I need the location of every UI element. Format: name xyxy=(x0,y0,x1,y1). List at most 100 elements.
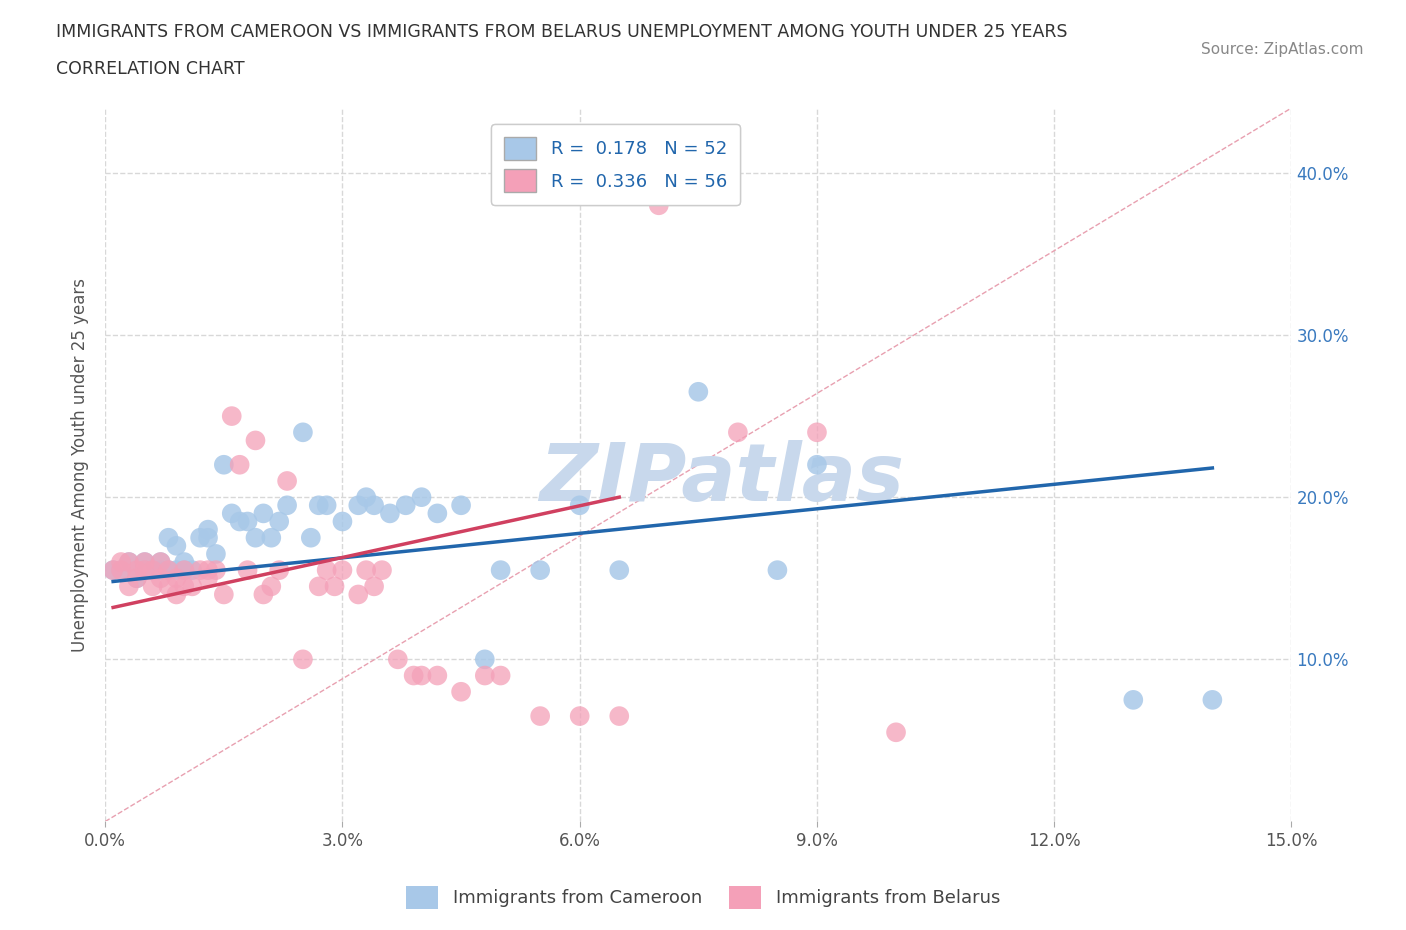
Point xyxy=(197,522,219,537)
Point xyxy=(165,587,187,602)
Text: Source: ZipAtlas.com: Source: ZipAtlas.com xyxy=(1201,42,1364,57)
Point xyxy=(110,563,132,578)
Point xyxy=(134,554,156,569)
Point xyxy=(252,506,274,521)
Point xyxy=(173,563,195,578)
Point xyxy=(110,554,132,569)
Point xyxy=(260,530,283,545)
Point xyxy=(101,563,124,578)
Point xyxy=(221,506,243,521)
Point xyxy=(727,425,749,440)
Point xyxy=(188,563,211,578)
Point xyxy=(157,530,180,545)
Point xyxy=(411,668,433,683)
Point xyxy=(197,530,219,545)
Point xyxy=(149,571,172,586)
Point xyxy=(474,668,496,683)
Point xyxy=(125,571,148,586)
Point xyxy=(332,563,354,578)
Legend: R =  0.178   N = 52, R =  0.336   N = 56: R = 0.178 N = 52, R = 0.336 N = 56 xyxy=(491,125,740,205)
Point xyxy=(236,514,259,529)
Point xyxy=(245,433,267,448)
Point xyxy=(157,563,180,578)
Point xyxy=(101,563,124,578)
Point xyxy=(347,587,370,602)
Point xyxy=(450,684,472,699)
Text: CORRELATION CHART: CORRELATION CHART xyxy=(56,60,245,78)
Point xyxy=(173,578,195,593)
Point xyxy=(212,587,235,602)
Point xyxy=(157,578,180,593)
Point xyxy=(315,498,337,512)
Point xyxy=(371,563,394,578)
Point xyxy=(489,668,512,683)
Point xyxy=(134,563,156,578)
Point xyxy=(354,563,377,578)
Point xyxy=(212,458,235,472)
Point xyxy=(568,709,591,724)
Point xyxy=(165,571,187,586)
Point xyxy=(363,578,385,593)
Point xyxy=(806,458,828,472)
Point xyxy=(426,668,449,683)
Point xyxy=(426,506,449,521)
Point xyxy=(134,563,156,578)
Point xyxy=(291,425,314,440)
Point xyxy=(766,563,789,578)
Point xyxy=(205,563,228,578)
Point xyxy=(402,668,425,683)
Point xyxy=(276,498,298,512)
Point xyxy=(245,530,267,545)
Point xyxy=(884,724,907,739)
Point xyxy=(529,563,551,578)
Point xyxy=(387,652,409,667)
Point xyxy=(1122,693,1144,708)
Point xyxy=(315,563,337,578)
Point xyxy=(228,458,250,472)
Point xyxy=(118,578,141,593)
Point xyxy=(221,408,243,423)
Point xyxy=(806,425,828,440)
Legend: Immigrants from Cameroon, Immigrants from Belarus: Immigrants from Cameroon, Immigrants fro… xyxy=(398,879,1008,916)
Point xyxy=(125,571,148,586)
Point xyxy=(354,490,377,505)
Point xyxy=(181,563,204,578)
Point xyxy=(205,547,228,562)
Point xyxy=(197,563,219,578)
Point xyxy=(197,571,219,586)
Point xyxy=(489,563,512,578)
Point xyxy=(157,563,180,578)
Text: ZIPatlas: ZIPatlas xyxy=(540,440,904,518)
Point xyxy=(142,578,165,593)
Point xyxy=(688,384,710,399)
Point xyxy=(110,563,132,578)
Point xyxy=(149,563,172,578)
Point xyxy=(308,498,330,512)
Point xyxy=(228,514,250,529)
Point xyxy=(648,198,671,213)
Point xyxy=(142,563,165,578)
Point xyxy=(173,563,195,578)
Point xyxy=(165,563,187,578)
Point xyxy=(118,554,141,569)
Point xyxy=(269,514,291,529)
Point xyxy=(299,530,322,545)
Point xyxy=(607,709,630,724)
Point xyxy=(450,498,472,512)
Point xyxy=(260,578,283,593)
Point xyxy=(118,554,141,569)
Y-axis label: Unemployment Among Youth under 25 years: Unemployment Among Youth under 25 years xyxy=(72,278,89,652)
Point xyxy=(142,563,165,578)
Point xyxy=(323,578,346,593)
Point xyxy=(149,554,172,569)
Text: IMMIGRANTS FROM CAMEROON VS IMMIGRANTS FROM BELARUS UNEMPLOYMENT AMONG YOUTH UND: IMMIGRANTS FROM CAMEROON VS IMMIGRANTS F… xyxy=(56,23,1067,41)
Point xyxy=(347,498,370,512)
Point xyxy=(607,563,630,578)
Point xyxy=(252,587,274,602)
Point xyxy=(188,530,211,545)
Point xyxy=(395,498,418,512)
Point xyxy=(173,554,195,569)
Point xyxy=(474,652,496,667)
Point xyxy=(363,498,385,512)
Point xyxy=(236,563,259,578)
